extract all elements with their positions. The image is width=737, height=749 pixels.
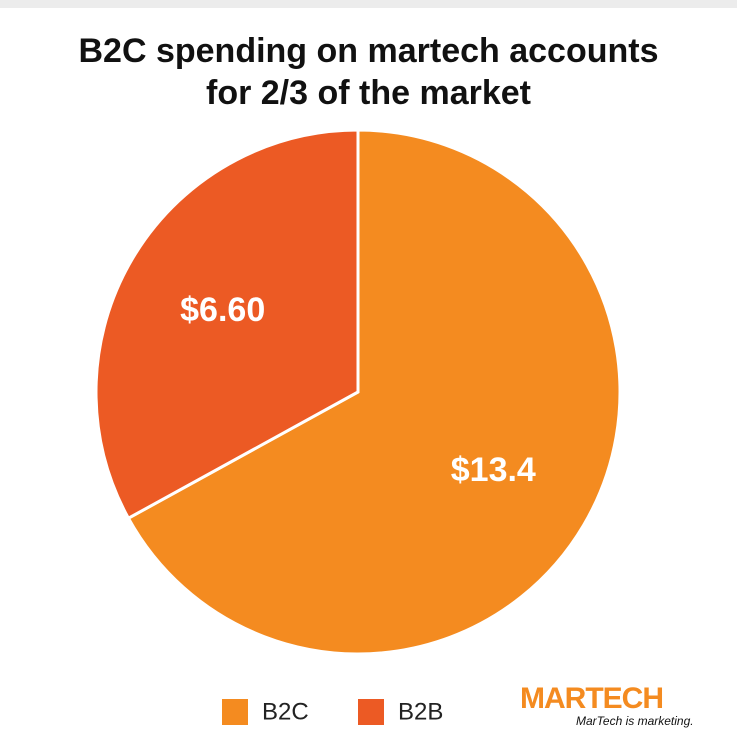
legend-label: B2B <box>398 698 443 725</box>
chart-title: B2C spending on martech accounts for 2/3… <box>78 32 659 112</box>
top-bar <box>0 0 737 8</box>
pie-slice <box>94 128 360 521</box>
data-label: $6.60 <box>180 291 265 329</box>
legend-swatch <box>358 699 384 725</box>
logo-name: MARTECH <box>520 682 664 715</box>
legend-label: B2C <box>262 698 309 725</box>
pie-slice <box>126 128 622 656</box>
data-label: $13.4 <box>451 451 536 489</box>
logo: MARTECH MarTech is marketing. <box>520 682 720 729</box>
legend-swatch <box>222 699 248 725</box>
logo-tagline: MarTech is marketing. <box>576 714 694 728</box>
